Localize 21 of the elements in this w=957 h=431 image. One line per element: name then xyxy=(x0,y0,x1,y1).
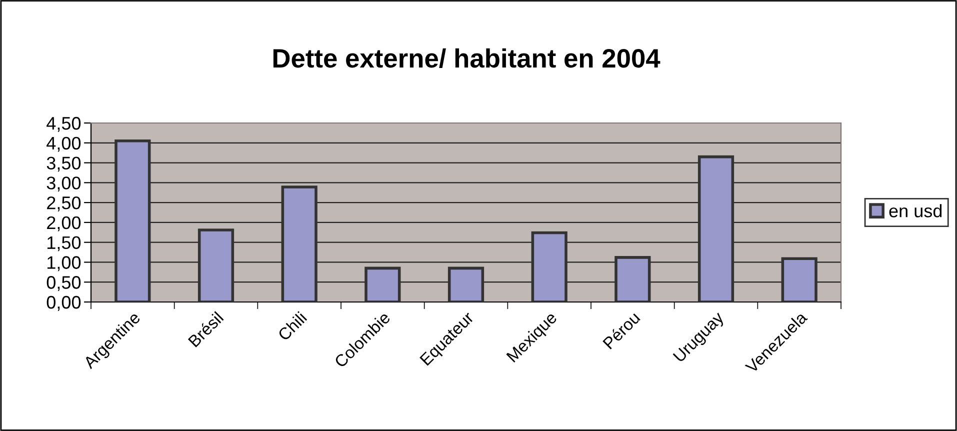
bar xyxy=(364,266,401,302)
y-tick-label: 4,00 xyxy=(46,136,81,152)
bar xyxy=(531,231,568,302)
y-tick-label: 0,00 xyxy=(46,296,81,311)
y-tick-label: 3,50 xyxy=(46,156,81,172)
y-tick-label: 4,50 xyxy=(46,116,81,132)
bar xyxy=(114,140,151,302)
y-tick-label: 1,50 xyxy=(48,236,81,252)
bar xyxy=(448,266,484,302)
bar xyxy=(614,256,651,302)
bar xyxy=(698,155,734,302)
y-tick-label: 2,00 xyxy=(47,216,81,232)
y-tick-label: 1,00 xyxy=(48,256,81,272)
bar xyxy=(198,228,234,302)
bar xyxy=(781,257,818,302)
y-tick-label: 0,50 xyxy=(46,276,81,291)
y-tick-label: 3,00 xyxy=(46,176,81,192)
chart-title: Dette externe/ habitant en 2004 xyxy=(273,48,660,68)
y-tick-label: 2,50 xyxy=(47,196,81,212)
bar xyxy=(281,186,318,302)
legend-label: en usd xyxy=(889,204,942,218)
